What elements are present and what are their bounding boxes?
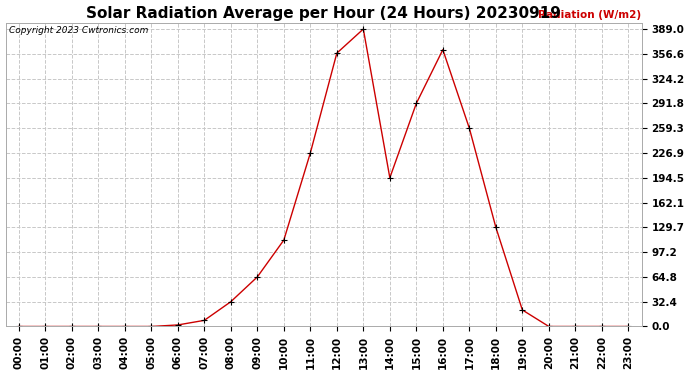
Text: Radiation (W/m2): Radiation (W/m2)	[538, 10, 642, 20]
Title: Solar Radiation Average per Hour (24 Hours) 20230919: Solar Radiation Average per Hour (24 Hou…	[86, 6, 561, 21]
Text: Copyright 2023 Cwtronics.com: Copyright 2023 Cwtronics.com	[9, 26, 148, 35]
